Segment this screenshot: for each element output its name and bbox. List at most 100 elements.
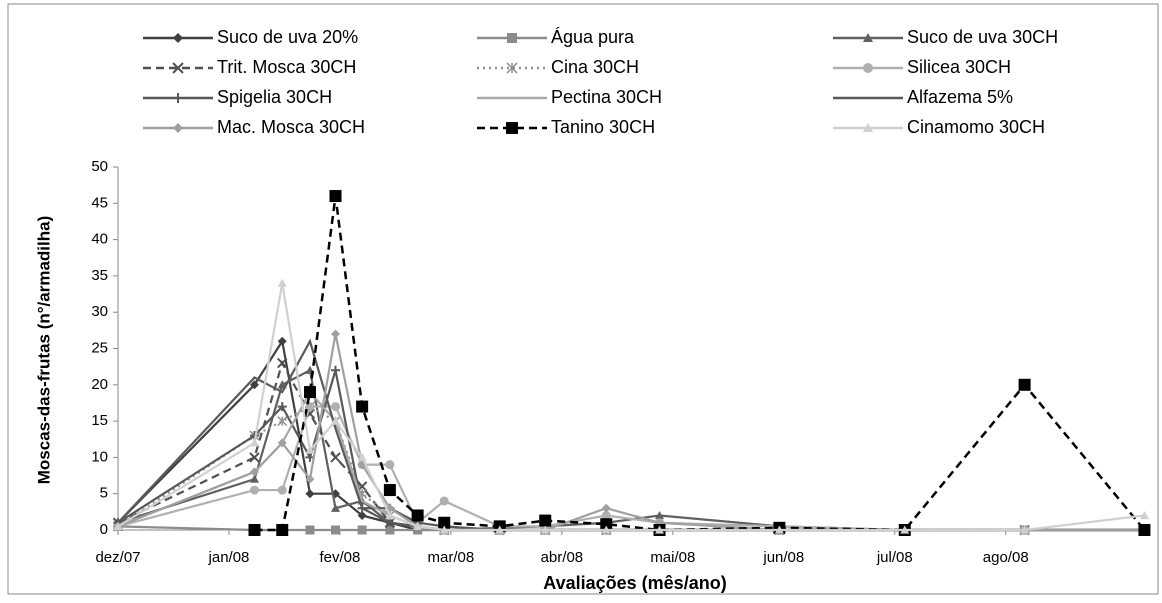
marker bbox=[277, 278, 287, 287]
marker bbox=[329, 190, 342, 203]
marker bbox=[330, 503, 340, 512]
legend-marker bbox=[173, 33, 183, 43]
legend-label: Suco de uva 30CH bbox=[907, 27, 1058, 47]
x-tick-label: dez/07 bbox=[95, 549, 140, 566]
marker bbox=[438, 516, 451, 529]
marker bbox=[277, 485, 287, 495]
x-tick-label: jul/08 bbox=[876, 549, 913, 566]
marker bbox=[385, 525, 395, 535]
marker bbox=[305, 402, 315, 412]
y-tick-label: 5 bbox=[100, 485, 108, 502]
marker bbox=[411, 509, 424, 522]
legend-marker bbox=[863, 123, 873, 132]
marker bbox=[330, 365, 340, 375]
marker bbox=[357, 525, 367, 535]
series-line bbox=[117, 405, 1145, 532]
marker bbox=[774, 525, 784, 534]
marker bbox=[330, 402, 340, 412]
x-tick-label: fev/08 bbox=[319, 549, 360, 566]
marker bbox=[277, 357, 288, 369]
marker bbox=[249, 380, 259, 390]
marker bbox=[600, 518, 613, 531]
marker bbox=[330, 329, 340, 339]
x-tick-label: ago/08 bbox=[983, 549, 1029, 566]
marker bbox=[1139, 510, 1149, 520]
y-tick-label: 30 bbox=[91, 303, 108, 320]
marker bbox=[356, 400, 369, 413]
x-tick-label: jun/08 bbox=[762, 549, 804, 566]
marker bbox=[900, 525, 910, 534]
marker bbox=[249, 438, 259, 447]
legend-marker bbox=[863, 33, 873, 42]
marker bbox=[305, 525, 315, 535]
y-tick-label: 45 bbox=[91, 194, 108, 211]
legend-label: Mac. Mosca 30CH bbox=[217, 117, 365, 137]
marker bbox=[249, 452, 260, 463]
marker bbox=[655, 525, 665, 534]
legend-label: Pectina 30CH bbox=[551, 87, 662, 107]
legend-label: Spigelia 30CH bbox=[217, 87, 332, 107]
legend-marker bbox=[506, 122, 518, 134]
marker bbox=[330, 452, 341, 463]
marker bbox=[601, 510, 611, 520]
marker bbox=[357, 510, 367, 520]
marker bbox=[249, 474, 259, 483]
x-tick-label: mai/08 bbox=[650, 549, 695, 566]
marker bbox=[305, 474, 315, 484]
marker bbox=[330, 525, 340, 535]
marker bbox=[277, 416, 288, 427]
y-axis-label: Moscas-das-frutas (n°/armadilha) bbox=[34, 216, 53, 484]
marker bbox=[277, 438, 287, 448]
marker bbox=[539, 514, 552, 527]
marker bbox=[249, 485, 259, 495]
y-tick-label: 50 bbox=[91, 158, 108, 175]
marker bbox=[276, 524, 289, 536]
marker bbox=[113, 521, 123, 530]
y-tick-label: 15 bbox=[91, 412, 108, 429]
y-tick-label: 20 bbox=[91, 376, 108, 393]
marker bbox=[495, 525, 505, 534]
marker bbox=[383, 484, 396, 497]
marker bbox=[655, 510, 665, 520]
legend-label: Água pura bbox=[551, 27, 635, 47]
legend-label: Tanino 30CH bbox=[551, 117, 655, 137]
legend-label: Cinamomo 30CH bbox=[907, 117, 1045, 137]
x-tick-label: abr/08 bbox=[541, 549, 584, 566]
legend-marker bbox=[863, 63, 873, 73]
marker bbox=[277, 336, 287, 346]
marker bbox=[385, 460, 395, 470]
y-tick-label: 25 bbox=[91, 339, 108, 356]
marker bbox=[303, 386, 316, 399]
y-tick-label: 35 bbox=[91, 267, 108, 284]
marker bbox=[277, 402, 287, 412]
x-tick-label: mar/08 bbox=[428, 549, 475, 566]
legend-marker bbox=[173, 123, 183, 133]
legend-label: Suco de uva 20% bbox=[217, 27, 358, 47]
marker bbox=[385, 510, 395, 520]
y-tick-label: 40 bbox=[91, 231, 108, 248]
legend-marker bbox=[506, 62, 518, 74]
legend-label: Cina 30CH bbox=[551, 57, 639, 77]
marker bbox=[1138, 524, 1151, 536]
marker bbox=[1018, 378, 1031, 391]
marker bbox=[248, 524, 261, 536]
series-line bbox=[254, 195, 1146, 532]
marker bbox=[305, 445, 315, 454]
marker bbox=[540, 525, 550, 534]
marker bbox=[357, 452, 367, 461]
legend-marker bbox=[172, 62, 184, 74]
marker bbox=[601, 503, 611, 513]
marker bbox=[1020, 525, 1030, 534]
x-axis-label: Avaliações (mês/ano) bbox=[543, 573, 726, 593]
legend-marker bbox=[507, 33, 517, 43]
legend-label: Trit. Mosca 30CH bbox=[217, 57, 356, 77]
legend-label: Silicea 30CH bbox=[907, 57, 1011, 77]
marker bbox=[330, 416, 340, 425]
y-tick-label: 0 bbox=[100, 521, 108, 538]
marker bbox=[305, 489, 315, 499]
marker bbox=[439, 525, 449, 534]
marker bbox=[601, 525, 611, 534]
y-tick-label: 10 bbox=[91, 448, 108, 465]
